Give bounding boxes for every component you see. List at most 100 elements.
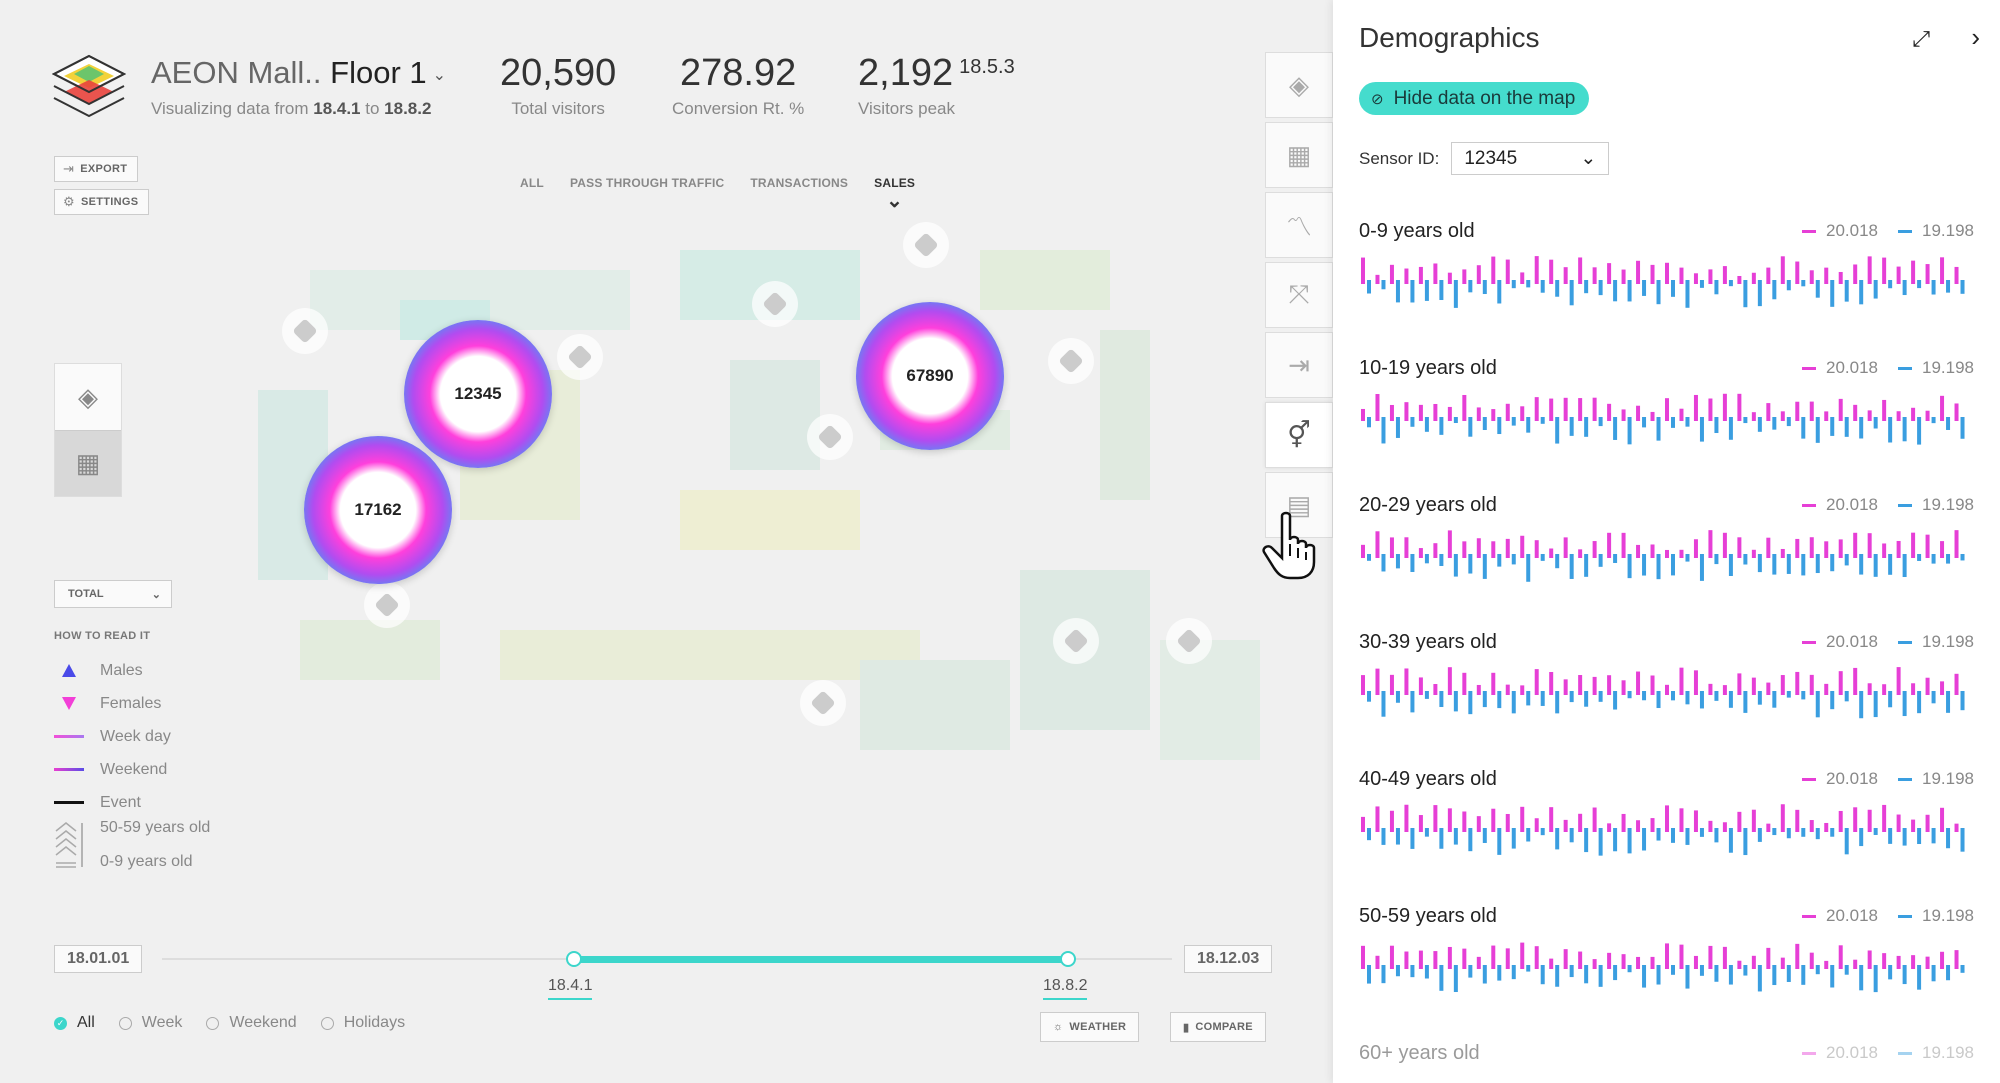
tab-pass-through-traffic[interactable]: PASS THROUGH TRAFFIC [569, 176, 725, 190]
female-bar [1925, 814, 1930, 832]
floorplan-icon[interactable]: ▦ [1265, 122, 1333, 188]
map-poi-icon[interactable] [557, 334, 603, 380]
female-bar [1853, 404, 1858, 421]
radio-weekend[interactable]: Weekend [206, 1014, 297, 1032]
male-bar [1381, 828, 1386, 845]
total-select[interactable]: TOTAL ⌄ [54, 580, 172, 608]
male-bar [1453, 828, 1458, 845]
floor-map[interactable] [258, 240, 1270, 760]
female-bar [1838, 271, 1843, 284]
male-bar [1642, 691, 1647, 701]
female-bar [1491, 945, 1496, 969]
male-bar [1468, 280, 1473, 293]
female-bar [1447, 272, 1452, 284]
export-icon: ⇥ [63, 161, 75, 176]
map-poi-icon[interactable] [800, 680, 846, 726]
map-poi-icon[interactable] [364, 582, 410, 628]
hide-data-button[interactable]: ⊘ Hide data on the map [1359, 82, 1590, 115]
weather-button[interactable]: ☼ WEATHER [1040, 1012, 1140, 1042]
male-bar [1859, 691, 1864, 719]
female-bar [1780, 411, 1785, 421]
trend-line-icon[interactable]: 〽 [1265, 192, 1333, 258]
floor-selector[interactable]: Floor 1 [330, 55, 427, 90]
male-bar [1453, 965, 1458, 993]
radio-holidays[interactable]: Holidays [320, 1014, 405, 1032]
chevron-down-icon[interactable]: ⌄ [432, 66, 447, 84]
male-bar [1381, 965, 1386, 984]
map-poi-icon[interactable] [1053, 618, 1099, 664]
timeline-end-date[interactable]: 18.12.03 [1184, 945, 1273, 973]
male-bar [1917, 417, 1922, 445]
radio-icon [320, 1016, 334, 1030]
female-bar [1389, 537, 1394, 558]
male-bar [1830, 417, 1835, 436]
tab-transactions[interactable]: TRANSACTIONS [750, 176, 849, 190]
female-bar [1925, 264, 1930, 284]
radio-label: Weekend [229, 1014, 297, 1031]
settings-button[interactable]: ⚙ SETTINGS [54, 189, 150, 215]
sensor-marker-12345[interactable]: 12345 [404, 320, 552, 468]
female-bar [1809, 820, 1814, 832]
male-bar [1613, 554, 1618, 563]
female-bar [1665, 684, 1669, 695]
floorplan-icon[interactable]: ▦ [55, 430, 121, 496]
male-bar [1627, 828, 1632, 854]
traffic-flow-icon[interactable]: ⤧ [1265, 262, 1333, 328]
female-bar [1418, 404, 1423, 421]
female-bar [1693, 273, 1698, 284]
map-poi-icon[interactable] [282, 308, 328, 354]
male-bar [1685, 554, 1690, 562]
female-bar [1375, 394, 1380, 421]
sensor-id-select[interactable]: 12345 ⌄ [1451, 142, 1610, 175]
male-bar [1714, 828, 1719, 843]
male-bar [1960, 691, 1965, 711]
legend-a-swatch [1802, 229, 1816, 233]
male-bar [1468, 828, 1473, 852]
sensor-marker-17162[interactable]: 17162 [304, 436, 452, 584]
entrance-icon[interactable]: ⇥ [1265, 332, 1333, 398]
male-bar [1859, 828, 1864, 847]
female-bar [1534, 669, 1539, 695]
female-bar [1679, 408, 1684, 421]
kpi-total-visitors: 20,590 Total visitors [500, 52, 616, 119]
female-bar [1954, 403, 1959, 421]
page-title[interactable]: AEON Mall.. Floor 1 ⌄ [151, 55, 446, 91]
bar-chart-icon: ▮ [1183, 1021, 1190, 1034]
male-bar [1555, 965, 1560, 987]
radio-all[interactable]: ✓ All [54, 1014, 95, 1032]
legend-a: 20.018 [1802, 358, 1878, 378]
female-bar [1375, 531, 1380, 558]
female-bar [1867, 533, 1872, 558]
timeline-selected-range[interactable] [574, 956, 1068, 963]
chevron-right-icon[interactable]: › [1971, 22, 1980, 52]
layers-icon[interactable]: ◈ [78, 381, 98, 412]
female-bar [1795, 261, 1800, 284]
expand-icon[interactable]: ⤢ [1912, 26, 1930, 51]
map-poi-icon[interactable] [1048, 338, 1094, 384]
timeline-start-handle[interactable] [566, 951, 582, 967]
male-bar [1656, 554, 1661, 580]
timeline-start-date[interactable]: 18.01.01 [54, 945, 143, 973]
timeline-from-label: 18.4.1 [548, 977, 593, 1000]
radio-week[interactable]: Week [118, 1014, 182, 1032]
map-poi-icon[interactable] [903, 222, 949, 268]
map-poi-icon[interactable] [752, 281, 798, 327]
compare-button[interactable]: ▮ COMPARE [1170, 1012, 1266, 1042]
female-bar [1447, 808, 1452, 832]
female-bar [1636, 671, 1641, 695]
kpi-visitors-peak: 2,192 18.5.3 Visitors peak [858, 52, 1015, 119]
male-bar [1569, 691, 1574, 703]
sensor-marker-67890[interactable]: 67890 [856, 302, 1004, 450]
legend-a-label: 20.018 [1826, 358, 1878, 377]
male-bar [1497, 554, 1502, 567]
map-poi-icon[interactable] [807, 414, 853, 460]
gender-icon[interactable]: ⚥ [1265, 402, 1333, 468]
tab-sales[interactable]: SALES [874, 176, 915, 190]
tab-all[interactable]: ALL [520, 176, 544, 190]
export-button[interactable]: ⇥ EXPORT [54, 156, 139, 182]
layers-icon[interactable]: ◈ [1265, 52, 1333, 118]
female-bar [1911, 260, 1916, 284]
timeline-end-handle[interactable] [1060, 951, 1076, 967]
map-area [1100, 330, 1150, 500]
map-poi-icon[interactable] [1166, 618, 1212, 664]
